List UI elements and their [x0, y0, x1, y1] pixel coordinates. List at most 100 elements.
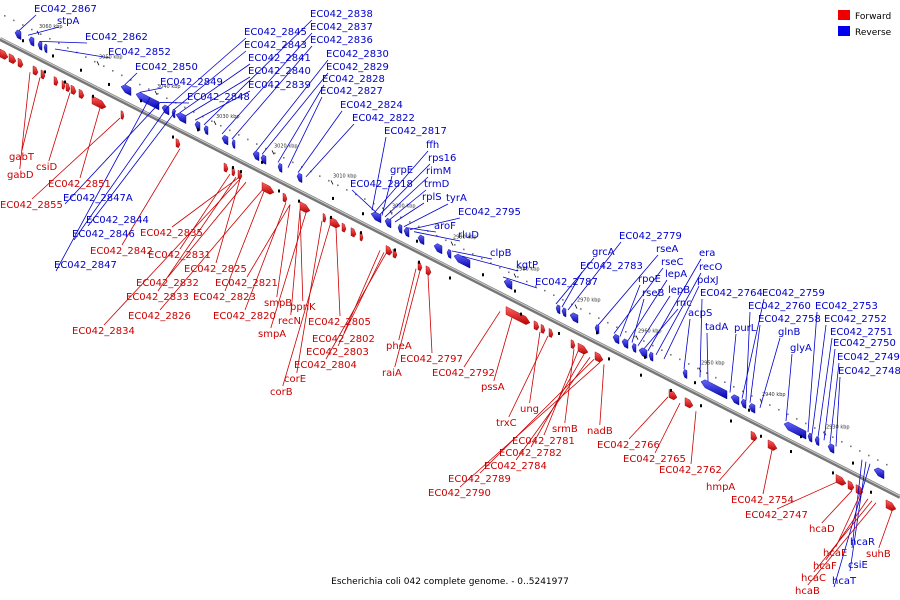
reverse-gene-label: grpE	[390, 165, 413, 176]
feature-marker	[596, 331, 598, 335]
leader-line	[55, 97, 151, 272]
feature-marker	[298, 199, 300, 203]
feature-marker	[232, 166, 234, 170]
tick-label: 2990 kbp	[453, 235, 477, 241]
leader-line	[343, 250, 381, 334]
tick-label: 3000 kbp	[392, 203, 416, 209]
reverse-gene-label: EC042_2845	[244, 27, 307, 38]
reverse-gene-label: EC042_2862	[85, 32, 148, 43]
forward-gene-arrow	[91, 95, 107, 110]
forward-gene-arrow	[847, 480, 855, 491]
leader-line	[215, 179, 241, 264]
feature-marker	[748, 408, 750, 412]
leader-line	[599, 364, 605, 426]
leader-line	[762, 449, 773, 495]
leader-line	[270, 212, 307, 329]
leader-line	[508, 335, 549, 418]
forward-gene-label: EC042_2747	[745, 510, 808, 521]
reverse-gene-label: EC042_2787	[535, 277, 598, 288]
tick-dot	[805, 422, 807, 425]
feature-marker	[278, 189, 280, 193]
feature-marker	[332, 196, 334, 200]
tick-dot	[49, 37, 51, 40]
leader-line	[628, 396, 669, 440]
reverse-gene-arrow	[453, 253, 471, 269]
feature-marker	[800, 435, 802, 439]
forward-gene-arrow	[65, 82, 71, 93]
tick-dot	[265, 147, 267, 150]
leader-line	[194, 90, 251, 121]
forward-gene-arrow	[385, 245, 393, 256]
leader-line	[394, 270, 421, 368]
reverse-gene-label: EC042_2818	[350, 179, 413, 190]
leader-line	[171, 177, 239, 228]
tick-dot	[4, 15, 6, 17]
reverse-gene-label: EC042_2844	[86, 215, 149, 226]
tick-dot	[607, 321, 609, 324]
reverse-gene-label: EC042_2758	[758, 314, 821, 325]
leader-line	[461, 255, 519, 272]
leader-line	[103, 178, 241, 326]
reverse-gene-label: purL	[734, 323, 757, 334]
tick-dot	[463, 248, 465, 251]
leader-line	[529, 331, 541, 404]
forward-gene-label: EC042_2825	[184, 264, 247, 275]
leader-line	[706, 332, 709, 382]
leader-line	[555, 257, 595, 305]
reverse-gene-label: EC042_2867	[34, 4, 97, 15]
tick-dot	[85, 56, 87, 58]
tick-dot	[706, 372, 708, 374]
reverse-gene-label: rpoE	[638, 274, 661, 285]
forward-gene-arrow	[329, 216, 341, 229]
forward-gene-label: EC042_2765	[623, 454, 686, 465]
forward-gene-arrow	[0, 48, 9, 60]
reverse-gene-arrow	[37, 40, 43, 51]
feature-marker	[240, 170, 242, 174]
tick-label: 2930 kbp	[826, 424, 850, 430]
tick-dot	[769, 404, 771, 406]
forward-gene-arrow	[684, 397, 694, 409]
reverse-gene-label: lepA	[665, 269, 687, 280]
forward-gene-arrow	[885, 499, 897, 512]
reverse-gene-label: clpB	[490, 248, 512, 259]
leader-line	[379, 163, 431, 215]
tick-label: 3060 kbp	[39, 24, 63, 30]
reverse-gene-label: rnc	[676, 298, 692, 309]
tick-dot	[13, 19, 15, 22]
leader-line	[221, 32, 313, 135]
tick-dot	[859, 450, 861, 452]
tick-dot	[94, 60, 96, 63]
reverse-gene-arrow	[807, 432, 813, 443]
leader-line	[403, 203, 449, 227]
leader-line	[139, 87, 163, 93]
tick-label: 2980 kbp	[516, 267, 540, 273]
feature-marker	[22, 39, 24, 43]
tick-dot	[454, 244, 456, 246]
leader-line	[54, 48, 111, 59]
leader-line	[807, 502, 877, 586]
forward-gene-label: srmB	[552, 424, 578, 435]
leader-lines	[18, 14, 893, 588]
reverse-gene-label: aroF	[434, 221, 456, 232]
tick-dot	[40, 33, 42, 35]
feature-marker	[418, 260, 420, 264]
tick-dot	[22, 24, 24, 26]
tick-dot	[436, 234, 438, 237]
forward-gene-label: hcaF	[813, 561, 837, 572]
reverse-gene-arrow	[569, 312, 579, 324]
leader-line	[718, 440, 755, 482]
forward-gene-label: raiA	[382, 368, 402, 379]
leader-line	[21, 77, 41, 152]
reverse-gene-label: rseB	[642, 288, 664, 299]
tick-dot	[814, 427, 816, 429]
leader-line	[699, 298, 703, 378]
feature-marker	[644, 355, 646, 359]
tick-dot	[787, 413, 789, 416]
legend-reverse-swatch	[838, 26, 850, 36]
tick-dot	[418, 225, 420, 228]
forward-gene-label: EC042_2762	[659, 465, 722, 476]
tick-label: 2960 kbp	[638, 329, 662, 335]
forward-gene-label: EC042_2784	[484, 461, 547, 472]
forward-gene-label: EC042_2781	[512, 436, 575, 447]
